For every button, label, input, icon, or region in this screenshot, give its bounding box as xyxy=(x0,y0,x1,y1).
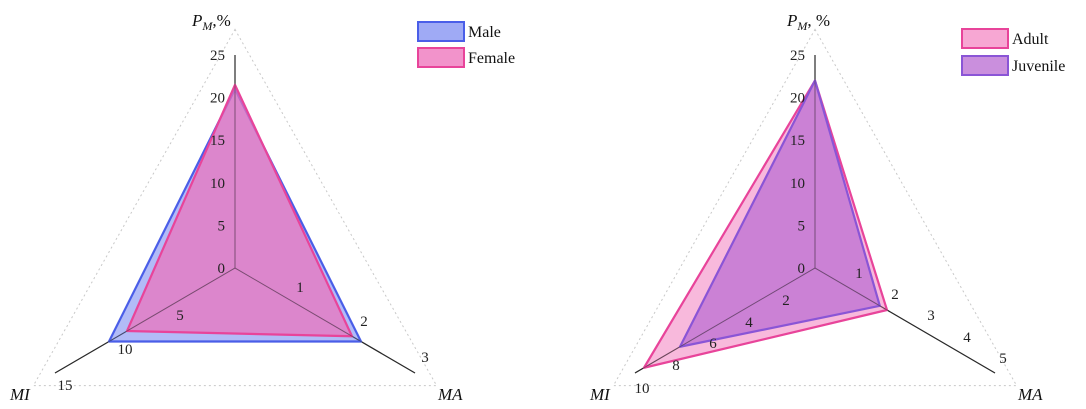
tick-label-pm: 20 xyxy=(790,91,805,107)
tick-label-pm: 10 xyxy=(210,176,225,192)
tick-label-ma: 2 xyxy=(891,287,899,303)
tick-label-ma: 3 xyxy=(421,350,429,366)
tick-label-ma: 1 xyxy=(855,266,863,282)
tick-label-pm: 10 xyxy=(790,176,805,192)
radar-chart-1: 0 5 10 15 20 25 1 2 3 5 10 15 PM,% MA MI Male Female xyxy=(9,11,515,404)
legend-swatch-juvenile xyxy=(961,55,1009,76)
tick-label-pm: 5 xyxy=(218,218,226,234)
axis-overlay-mi xyxy=(54,267,236,374)
grid-ring xyxy=(32,28,438,387)
axis-overlay-ma xyxy=(814,267,996,374)
axis-label-pm: PM,% xyxy=(191,11,231,33)
axis-overlay-mi xyxy=(634,267,816,374)
axis-overlay-ma xyxy=(234,267,416,374)
tick-label-ma: 2 xyxy=(360,314,368,330)
tick-label-ma: 4 xyxy=(963,330,971,346)
axis-label-mi: MI xyxy=(589,385,611,404)
grid-ring xyxy=(612,28,1018,387)
tick-label-ma: 5 xyxy=(999,351,1007,367)
tick-label-mi: 10 xyxy=(118,342,133,358)
axis-label-mi: MI xyxy=(9,385,31,404)
legend-swatch-male xyxy=(417,21,465,42)
legend: Male Female xyxy=(417,21,515,68)
axis-label-ma: MA xyxy=(437,385,463,404)
radar-chart-2: 0 5 10 15 20 25 1 2 3 4 5 2 4 6 8 10 PM, % MA MI Adult Juven… xyxy=(589,11,1065,404)
series-polygon-female xyxy=(125,83,354,338)
tick-label-mi: 10 xyxy=(635,381,650,397)
axis-label-ma: MA xyxy=(1017,385,1043,404)
tick-label-mi: 5 xyxy=(176,308,184,324)
legend-label-male: Male xyxy=(468,24,501,41)
tick-label-pm: 5 xyxy=(798,218,806,234)
tick-label-pm: 0 xyxy=(798,261,806,277)
tick-label-pm: 15 xyxy=(210,133,225,149)
tick-label-mi: 2 xyxy=(782,293,790,309)
series-polygon-juvenile xyxy=(678,79,881,348)
tick-label-mi: 6 xyxy=(709,336,717,352)
tick-label-pm: 25 xyxy=(210,48,225,64)
tick-label-ma: 1 xyxy=(296,280,304,296)
legend-label-adult: Adult xyxy=(1012,31,1049,48)
tick-label-mi: 8 xyxy=(672,358,680,374)
legend-label-juvenile: Juvenile xyxy=(1012,58,1065,75)
legend-swatch-female xyxy=(417,47,465,68)
tick-label-mi: 4 xyxy=(745,315,753,331)
axis-label-pm: PM, % xyxy=(786,11,830,33)
tick-label-pm: 20 xyxy=(210,91,225,107)
tick-label-pm: 15 xyxy=(790,133,805,149)
legend-swatch-adult xyxy=(961,28,1009,49)
legend: Adult Juvenile xyxy=(961,28,1065,76)
tick-label-ma: 3 xyxy=(927,308,935,324)
tick-label-mi: 15 xyxy=(58,378,73,394)
tick-label-pm: 0 xyxy=(218,261,226,277)
legend-label-female: Female xyxy=(468,50,515,67)
tick-label-pm: 25 xyxy=(790,48,805,64)
